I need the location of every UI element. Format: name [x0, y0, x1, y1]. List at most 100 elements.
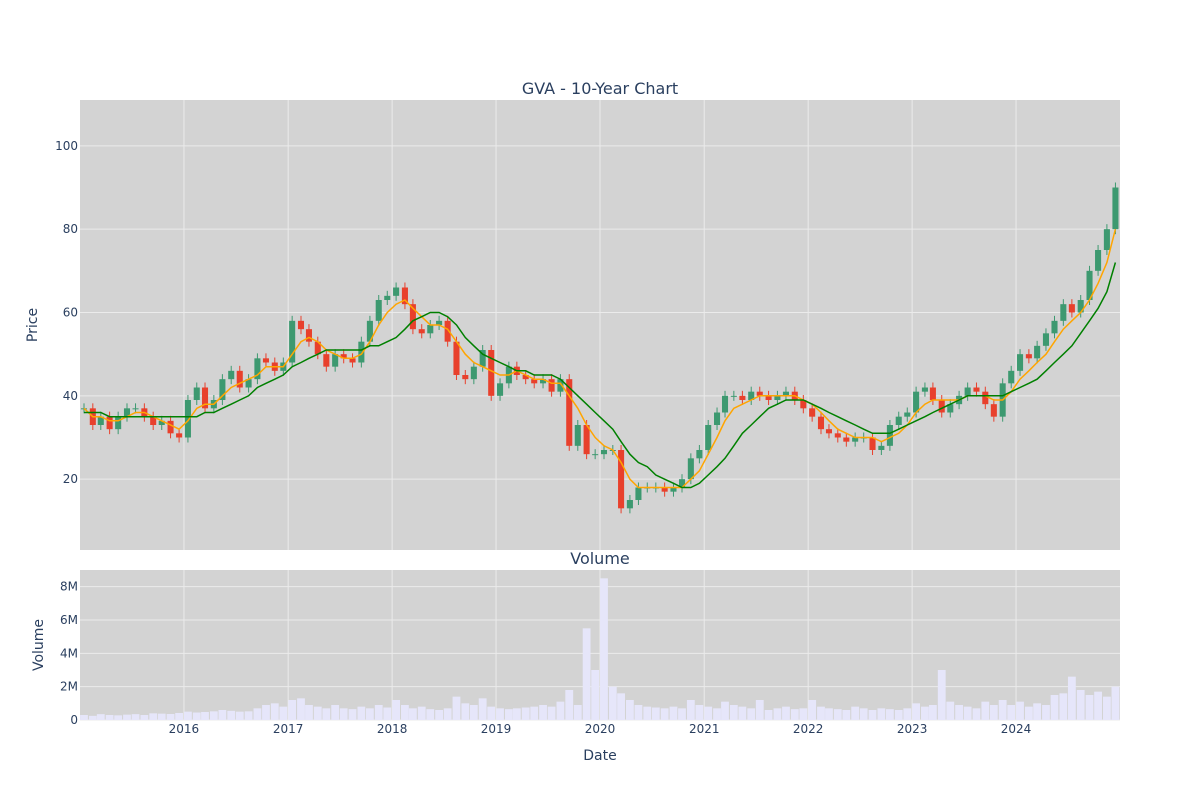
- candle-body: [201, 387, 209, 409]
- volume-bar: [547, 706, 556, 720]
- candle-body: [696, 450, 703, 459]
- volume-bar: [401, 705, 409, 720]
- candle-body: [444, 320, 451, 342]
- candle-body: [488, 350, 495, 396]
- volume-bar: [443, 708, 452, 720]
- candle-body: [947, 404, 954, 413]
- volume-bar: [374, 705, 383, 720]
- volume-bar: [608, 686, 617, 720]
- candle-body: [150, 416, 157, 425]
- candle-body: [106, 416, 113, 430]
- candle-body: [782, 391, 789, 396]
- volume-bar: [903, 708, 912, 720]
- volume-bar: [868, 710, 877, 720]
- volume-bar: [738, 706, 747, 720]
- volume-bar: [201, 712, 209, 720]
- volume-bar: [894, 710, 903, 720]
- volume-bar: [886, 709, 894, 720]
- price-y-axis-label: Price: [25, 308, 41, 342]
- candle-body: [479, 350, 486, 367]
- volume-bar: [270, 703, 279, 720]
- candle-body: [583, 425, 590, 455]
- volume-bar: [322, 708, 331, 720]
- x-tick-label: 2018: [377, 722, 408, 736]
- volume-bar: [262, 705, 270, 720]
- volume-bar: [833, 709, 842, 720]
- candle-body: [1008, 370, 1015, 384]
- volume-bar: [782, 706, 790, 720]
- volume-bar: [435, 710, 444, 720]
- volume-bars: [80, 578, 1120, 720]
- candle-body: [254, 358, 261, 380]
- candle-body: [1077, 300, 1084, 313]
- volume-bar: [955, 705, 964, 720]
- candle-body: [825, 429, 832, 434]
- candle-body: [566, 379, 573, 446]
- volume-bar: [817, 706, 825, 720]
- candle-body: [1051, 320, 1058, 334]
- volume-bar: [521, 707, 530, 720]
- volume-bar: [348, 709, 357, 720]
- candle-body: [176, 433, 183, 438]
- volume-bar: [313, 706, 322, 720]
- price-y-tick-label: 60: [63, 306, 78, 320]
- volume-bar: [669, 706, 678, 720]
- candle-body: [670, 487, 677, 492]
- price-y-tick-label: 20: [63, 472, 78, 486]
- candle-body: [895, 416, 902, 425]
- volume-y-tick-label: 6M: [60, 613, 78, 627]
- volume-bar: [114, 715, 123, 720]
- candle-body: [982, 391, 989, 405]
- volume-bar: [1007, 705, 1016, 720]
- candle-body: [774, 395, 781, 400]
- volume-bar: [1103, 696, 1111, 720]
- volume-bar: [1111, 686, 1120, 720]
- x-tick-label: 2016: [169, 722, 200, 736]
- volume-bar: [409, 708, 417, 720]
- candle-body: [739, 395, 746, 400]
- candle-body: [592, 454, 599, 456]
- candle-body: [245, 379, 252, 388]
- volume-bar: [678, 708, 686, 720]
- candle-body: [470, 366, 477, 380]
- x-tick-label: 2023: [897, 722, 928, 736]
- candle-body: [167, 420, 174, 434]
- x-tick-label: 2024: [1001, 722, 1032, 736]
- volume-bar: [357, 706, 366, 720]
- volume-bar: [157, 713, 166, 720]
- volume-bar: [80, 715, 88, 720]
- volume-bar: [512, 708, 521, 720]
- candle-body: [843, 437, 850, 442]
- volume-bar: [573, 705, 582, 720]
- candle-body: [904, 412, 911, 417]
- volume-bar: [808, 700, 817, 720]
- volume-bar: [937, 670, 946, 720]
- volume-bar: [331, 705, 340, 720]
- volume-bar: [972, 708, 981, 720]
- candle-body: [158, 420, 165, 425]
- candle-body: [184, 400, 191, 438]
- volume-bar: [626, 700, 634, 720]
- volume-bar: [825, 708, 833, 720]
- candle-body: [964, 387, 971, 396]
- candle-body: [393, 287, 400, 296]
- volume-bar: [600, 578, 608, 720]
- volume-bar: [227, 710, 236, 720]
- volume-x-ticks: 2016 2017 2018 2019 2020 2021 2022 2023 2024: [169, 722, 1032, 736]
- candle-body: [1086, 270, 1093, 300]
- candle-body: [349, 358, 356, 363]
- volume-bar: [721, 701, 729, 720]
- candle-body: [522, 375, 529, 380]
- volume-bar: [253, 708, 262, 720]
- candle-body: [557, 379, 564, 392]
- x-tick-label: 2020: [585, 722, 616, 736]
- volume-y-ticks: 0 2M 4M 6M 8M: [60, 580, 78, 727]
- candle-body: [340, 354, 347, 359]
- volume-y-tick-label: 8M: [60, 580, 78, 594]
- volume-bar: [279, 706, 288, 720]
- candle-body: [305, 329, 312, 342]
- volume-bar: [773, 708, 782, 720]
- candle-body: [600, 450, 608, 455]
- volume-bar: [184, 711, 192, 720]
